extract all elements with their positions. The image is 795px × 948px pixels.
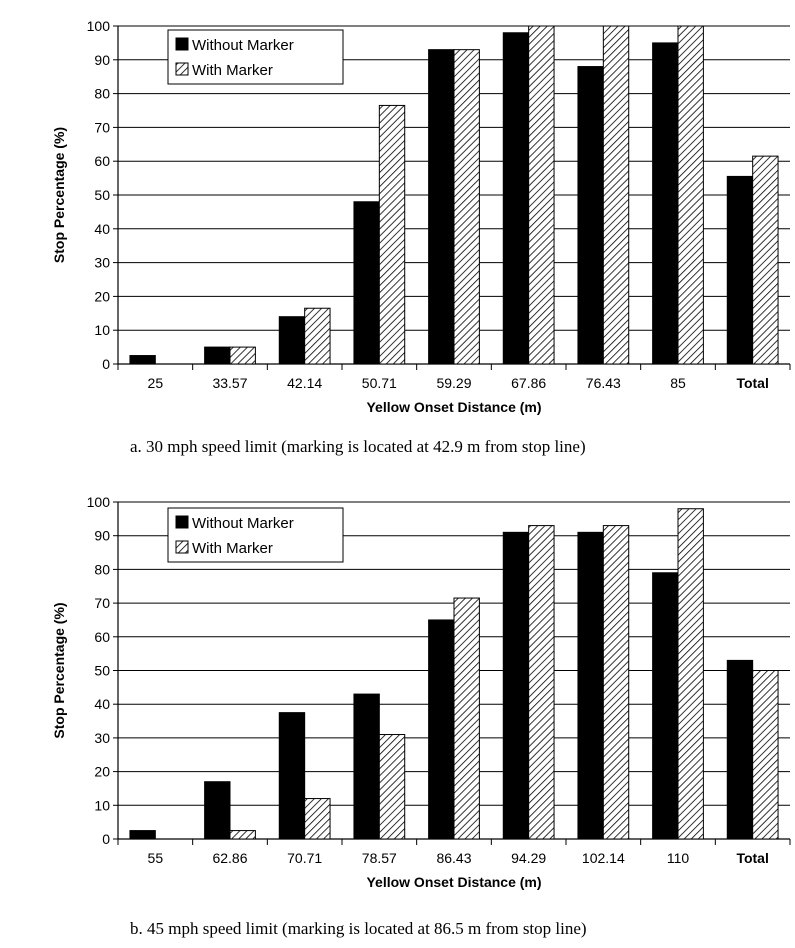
chart-a-bar-without-marker xyxy=(726,175,754,365)
chart-b-bar-without-marker xyxy=(428,619,455,840)
chart-a-legend-swatch xyxy=(175,62,189,76)
chart-b-caption: b. 45 mph speed limit (marking is locate… xyxy=(130,919,587,938)
chart-a-x-axis-title: Yellow Onset Distance (m) xyxy=(366,399,541,415)
chart-a-y-tick-label: 40 xyxy=(94,221,110,237)
chart-a-y-tick-label: 70 xyxy=(94,119,110,135)
chart-a-x-tick-label: 25 xyxy=(148,375,164,391)
chart-a-y-tick-label: 50 xyxy=(94,187,110,203)
chart-a-bar-without-marker xyxy=(204,346,231,365)
chart-a-y-tick-label: 10 xyxy=(94,322,110,338)
chart-a-x-tick-label: 67.86 xyxy=(511,375,546,391)
chart-a-bar-without-marker xyxy=(428,49,455,365)
chart-b-y-tick-label: 70 xyxy=(94,595,110,611)
chart-a-svg: 0 10 20 30 40 50 60 70 80 90 100 25 33.57 42.14 50.71 5… xyxy=(51,18,791,415)
chart-b-x-tick-label: 94.29 xyxy=(511,850,546,866)
chart-a-y-axis-title: Stop Percentage (%) xyxy=(51,127,67,263)
chart-b-bar-with-marker xyxy=(378,734,406,840)
chart-a-legend xyxy=(167,29,344,85)
chart-b-legend-label: With Marker xyxy=(192,540,273,557)
chart-a-bar-without-marker xyxy=(353,201,380,365)
chart-a-x-tick-label: 59.29 xyxy=(436,375,471,391)
chart-a-bar-without-marker xyxy=(278,316,306,365)
chart-a-bar-with-marker xyxy=(602,25,630,365)
chart-a-y-tick-label: 20 xyxy=(94,288,110,304)
chart-b-y-tick-label: 100 xyxy=(87,494,111,510)
chart-b-bar-without-marker xyxy=(204,781,231,840)
chart-a-y-tick-label: 60 xyxy=(94,153,110,169)
chart-b-bar-without-marker xyxy=(502,531,530,840)
chart-b-x-tick-label: 55 xyxy=(148,850,164,866)
chart-a-x-tick-label: Total xyxy=(736,375,768,391)
chart-a-y-tick-label: 100 xyxy=(87,18,111,34)
chart-b-bar-with-marker xyxy=(304,798,331,840)
chart-a-x-tick-label: 50.71 xyxy=(362,375,397,391)
chart-a-bar-with-marker xyxy=(453,49,480,365)
chart-b-bar-with-marker xyxy=(528,525,555,840)
chart-a-y-tick-label: 30 xyxy=(94,255,110,271)
chart-b-x-tick-label: 102.14 xyxy=(582,850,625,866)
chart-a-legend-swatch xyxy=(175,37,189,51)
chart-b-y-tick-label: 90 xyxy=(94,528,110,544)
chart-b-x-tick-label: 62.86 xyxy=(212,850,247,866)
chart-b-y-axis-title: Stop Percentage (%) xyxy=(51,602,67,738)
chart-b-svg: 0 10 20 30 40 50 60 70 80 90 100 55 62.86 70.71 78.57 8… xyxy=(51,494,791,890)
chart-a-legend-label: Without Marker xyxy=(192,37,294,54)
chart-b-bar-without-marker xyxy=(129,830,156,840)
chart-b-bar-without-marker xyxy=(278,712,306,840)
chart-a-x-tick-label: 76.43 xyxy=(586,375,621,391)
chart-a-bar-with-marker xyxy=(378,104,406,365)
chart-b-legend-swatch xyxy=(175,540,189,554)
chart-a-y-tick-label: 80 xyxy=(94,86,110,102)
chart-b-x-tick-label: 70.71 xyxy=(287,850,322,866)
chart-b-bar-without-marker xyxy=(726,659,754,840)
chart-b-y-tick-label: 10 xyxy=(94,797,110,813)
chart-a-caption: a. 30 mph speed limit (marking is locate… xyxy=(130,437,586,456)
chart-b-y-tick-label: 0 xyxy=(102,831,110,847)
chart-b: 0 10 20 30 40 50 60 70 80 90 100 55 62.86 70.71 78.57 8… xyxy=(0,476,795,948)
chart-b-x-axis-title: Yellow Onset Distance (m) xyxy=(366,874,541,890)
chart-b-legend-label: Without Marker xyxy=(192,515,294,532)
chart-b-bar-with-marker xyxy=(602,525,630,840)
chart-a-bar-without-marker xyxy=(652,42,679,365)
chart-b-y-tick-label: 30 xyxy=(94,730,110,746)
chart-b-y-tick-label: 60 xyxy=(94,629,110,645)
chart-a-bar-without-marker xyxy=(502,32,530,365)
chart-a-x-tick-label: 85 xyxy=(670,375,686,391)
chart-b-x-tick-label: 110 xyxy=(667,850,690,866)
chart-b-x-tick-label: 86.43 xyxy=(436,850,471,866)
chart-a-bar-with-marker xyxy=(229,346,256,365)
chart-a-bar-with-marker xyxy=(677,25,704,365)
chart-a-x-tick-label: 42.14 xyxy=(287,375,322,391)
chart-b-bar-without-marker xyxy=(353,693,380,840)
chart-b-y-tick-label: 20 xyxy=(94,764,110,780)
chart-a-bar-without-marker xyxy=(129,355,156,365)
chart-b-bar-with-marker xyxy=(453,597,480,840)
chart-a-bar-with-marker xyxy=(528,25,555,365)
chart-b-bar-with-marker xyxy=(752,670,779,840)
chart-b-y-tick-label: 40 xyxy=(94,696,110,712)
chart-b-legend xyxy=(167,507,344,563)
chart-b-x-tick-label: Total xyxy=(736,850,768,866)
chart-b-legend-swatch xyxy=(175,515,189,529)
chart-b-bar-without-marker xyxy=(577,531,604,840)
chart-a-bar-with-marker xyxy=(752,155,779,365)
chart-b-y-tick-label: 50 xyxy=(94,663,110,679)
chart-b-y-tick-label: 80 xyxy=(94,561,110,577)
chart-a-y-tick-label: 0 xyxy=(102,356,110,372)
chart-a-legend-label: With Marker xyxy=(192,62,273,79)
chart-b-bar-with-marker xyxy=(229,830,256,840)
chart-b-x-tick-label: 78.57 xyxy=(362,850,397,866)
chart-b-bar-without-marker xyxy=(652,572,679,840)
chart-a-bar-without-marker xyxy=(577,66,604,365)
chart-a: 0 10 20 30 40 50 60 70 80 90 100 25 33.57 42.14 50.71 5… xyxy=(51,18,791,456)
chart-a-y-tick-label: 90 xyxy=(94,52,110,68)
chart-b-bar-with-marker xyxy=(677,508,704,840)
chart-a-bar-with-marker xyxy=(304,307,331,365)
chart-a-x-tick-label: 33.57 xyxy=(212,375,247,391)
